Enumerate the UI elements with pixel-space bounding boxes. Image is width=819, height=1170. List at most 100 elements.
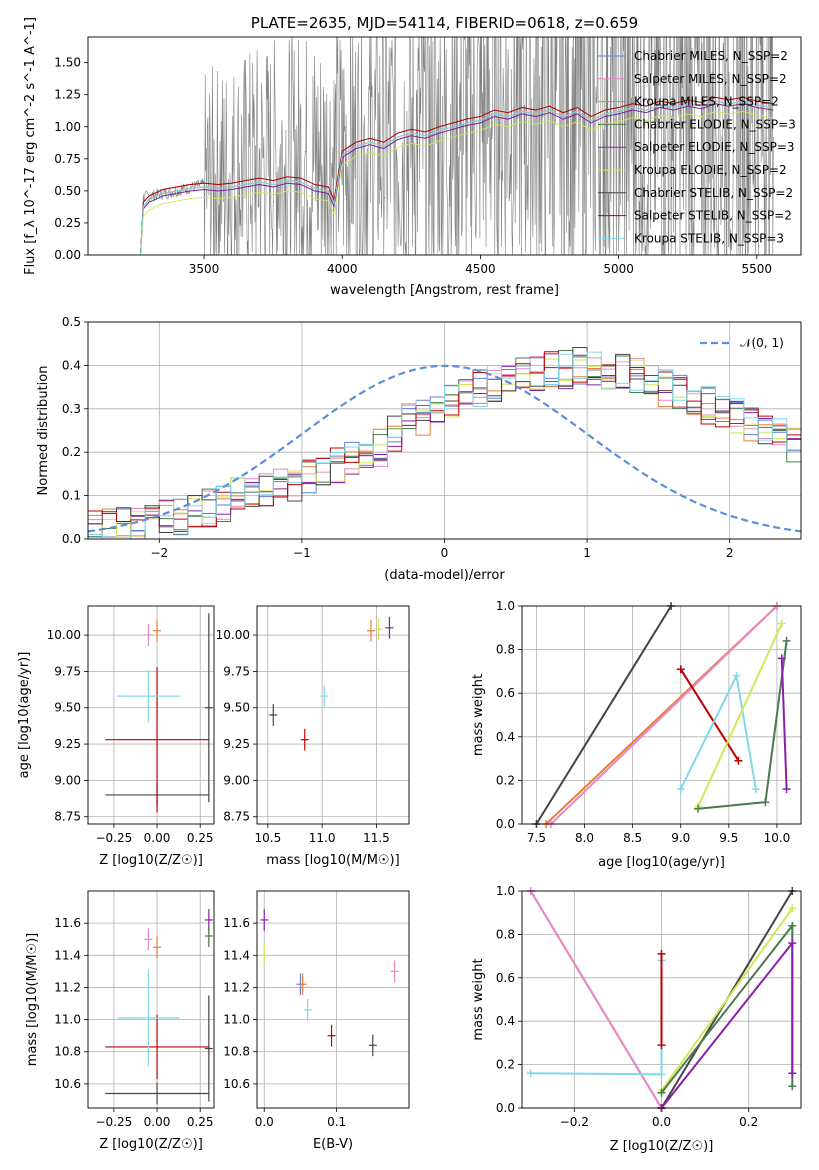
x-tick-label: 7.5: [527, 831, 546, 845]
weight-marker: [777, 619, 786, 628]
weight-line-4: [679, 672, 757, 790]
x-tick-label: −0.25: [95, 831, 132, 845]
x-tick-label: 0.0: [255, 1115, 274, 1129]
x-tick-label: 8.5: [623, 831, 642, 845]
errorbar-point-7: [390, 960, 399, 983]
errorbar-point-3: [117, 969, 180, 1067]
y-tick-label: 0.25: [54, 216, 81, 230]
weight-marker: [751, 785, 760, 794]
x-tick-label: −2: [150, 546, 168, 560]
axes-frame: [521, 890, 802, 1109]
weight-line-5: [660, 907, 794, 1092]
weight-marker: [788, 921, 797, 930]
y-tick-label: 10.8: [54, 1045, 81, 1059]
y-tick-label: 8.75: [223, 810, 250, 824]
x-tick-label: 0.0: [652, 1115, 671, 1129]
chart-title: PLATE=2635, MJD=54114, FIBERID=0618, z=0…: [251, 14, 638, 32]
weight-marker: [657, 1088, 666, 1097]
y-tick-label: 10.00: [47, 628, 81, 642]
x-tick-label: −1: [293, 546, 311, 560]
y-tick-label: 0.4: [496, 1014, 515, 1028]
weight-line-3: [679, 668, 740, 762]
histogram-step-8: [88, 351, 801, 539]
axes-7: [518, 890, 801, 1112]
y-axis-label: mass [log10(M/M☉)]: [25, 933, 40, 1066]
axes-frame: [87, 321, 802, 540]
y-tick-label: 11.2: [223, 980, 250, 994]
y-tick-label: 0.2: [496, 1058, 515, 1072]
legend-label-3: Chabrier ELODIE, N_SSP=3: [634, 117, 796, 131]
x-tick-label: 0.00: [144, 1115, 171, 1129]
x-tick-label: 0: [441, 546, 449, 560]
errorbar-point-5: [327, 1024, 336, 1047]
y-tick-label: 1.50: [54, 56, 81, 70]
model-line-5: [140, 110, 774, 255]
errorbar-point-0: [105, 1082, 209, 1105]
errorbar-point-1: [204, 613, 213, 803]
x-tick-label: 0.1: [327, 1115, 346, 1129]
x-tick-label: 2: [726, 546, 734, 560]
weight-marker: [676, 785, 685, 794]
x-tick-label: 4500: [465, 262, 496, 276]
axes-5: [84, 891, 214, 1112]
y-tick-label: 1.00: [54, 120, 81, 134]
weight-marker: [657, 1041, 666, 1050]
weight-marker: [777, 654, 786, 663]
y-tick-label: 11.4: [54, 948, 81, 962]
y-axis-label: mass weight: [471, 958, 486, 1040]
axes-frame: [521, 605, 802, 825]
weight-line-7: [660, 940, 794, 1108]
y-tick-label: 0.1: [62, 489, 81, 503]
x-tick-label: −0.2: [560, 1115, 589, 1129]
x-tick-label: 10.0: [764, 831, 791, 845]
y-tick-label: 1.0: [496, 884, 515, 898]
y-tick-label: 9.50: [54, 701, 81, 715]
x-axis-label: mass [log10(M/M☉)]: [266, 853, 399, 868]
weight-marker: [761, 798, 770, 807]
y-tick-label: 0.00: [54, 248, 81, 262]
weight-marker: [732, 671, 741, 680]
x-tick-label: 0.25: [187, 1115, 214, 1129]
weight-marker: [694, 804, 703, 813]
errorbar-point-1: [300, 728, 309, 751]
y-tick-label: 9.75: [223, 664, 250, 678]
y-tick-label: 11.0: [54, 1013, 81, 1027]
x-axis-label: Z [log10(Z/Z☉)]: [99, 853, 203, 868]
errorbar-point-2: [320, 685, 329, 708]
x-tick-label: 0.00: [144, 831, 171, 845]
x-tick-label: 5000: [603, 262, 634, 276]
weight-marker: [788, 904, 797, 913]
y-tick-label: 0.50: [54, 184, 81, 198]
legend-label-7: Salpeter STELIB, N_SSP=2: [634, 209, 792, 223]
weight-marker: [782, 636, 791, 645]
errorbar-point-0: [260, 909, 269, 931]
weight-marker: [788, 1069, 797, 1078]
errorbar-point-4: [144, 928, 153, 951]
x-tick-label: 11.0: [309, 831, 336, 845]
weight-line-5: [697, 622, 783, 808]
errorbar-point-3: [298, 973, 307, 996]
y-tick-label: 0.0: [496, 1101, 515, 1115]
y-axis-label: Normed distribution: [36, 366, 51, 496]
y-tick-label: 0.6: [496, 686, 515, 700]
x-tick-label: 9.0: [671, 831, 690, 845]
legend-label-1: Salpeter MILES, N_SSP=2: [634, 72, 787, 86]
y-tick-label: 0.0: [496, 817, 515, 831]
weight-line-2: [550, 606, 778, 824]
y-tick-label: 0.8: [496, 927, 515, 941]
axes-frame: [256, 605, 410, 825]
model-line-4: [140, 103, 774, 255]
y-tick-label: 0.2: [62, 445, 81, 459]
y-axis-label: Flux [f_λ 10^-17 erg cm^-2 s^-1 A^-1]: [23, 17, 38, 275]
errorbar-point-5: [153, 619, 162, 642]
weight-line-1: [529, 891, 663, 1108]
errorbar-point-4: [374, 618, 383, 641]
model-line-7: [140, 96, 774, 255]
legend-label-5: Kroupa ELODIE, N_SSP=2: [634, 163, 787, 177]
axes-frame: [87, 36, 802, 256]
x-tick-label: 0.25: [187, 831, 214, 845]
y-tick-label: 8.75: [54, 810, 81, 824]
x-axis-label: E(B-V): [313, 1137, 353, 1152]
y-tick-label: 10.00: [216, 628, 250, 642]
